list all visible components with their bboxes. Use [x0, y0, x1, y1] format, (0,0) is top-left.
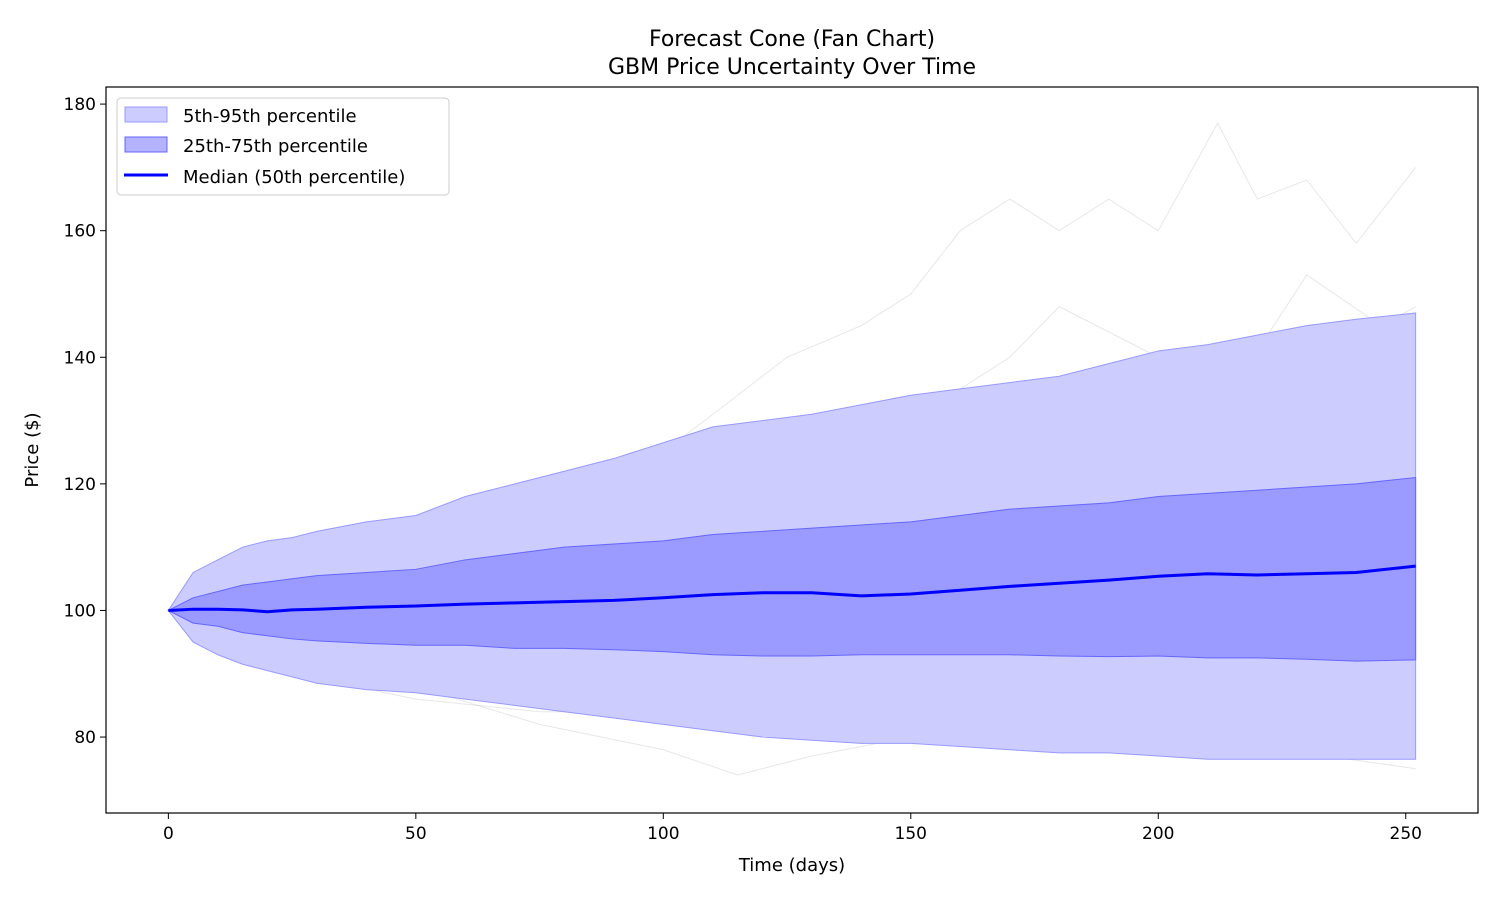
legend: 5th-95th percentile 25th-75th percentile…: [116, 97, 450, 196]
x-tick-label: 150: [895, 824, 927, 844]
x-tick-label: 100: [647, 824, 679, 844]
legend-swatch-inner-band: [124, 136, 168, 153]
plot-frame: [105, 86, 1479, 814]
x-tick-label: 200: [1142, 824, 1174, 844]
legend-label-inner-band: 25th-75th percentile: [183, 136, 368, 157]
legend-label-median: Median (50th percentile): [183, 167, 405, 188]
percentile-bands: [167, 312, 1417, 760]
chart-subtitle: GBM Price Uncertainty Over Time: [608, 55, 976, 80]
x-tick-label: 250: [1390, 824, 1422, 844]
legend-frame: [116, 97, 450, 196]
y-tick-label: 120: [64, 475, 96, 495]
y-tick-label: 100: [64, 601, 96, 621]
chart-title: Forecast Cone (Fan Chart): [649, 27, 935, 52]
x-axis-label: Time (days): [738, 855, 845, 876]
y-tick-label: 80: [74, 728, 96, 748]
legend-swatch-outer-band: [124, 106, 168, 123]
y-tick-label: 160: [64, 222, 96, 242]
median-line: [168, 564, 1416, 614]
y-axis-label: Price ($): [22, 412, 43, 487]
x-tick-label: 50: [405, 824, 427, 844]
y-tick-label: 180: [64, 95, 96, 115]
x-tick-label: 0: [163, 824, 174, 844]
axes: 0 50 100 150 200 250 80 100 120 140 160 180: [64, 86, 1479, 844]
band-25th-75th: [167, 476, 1417, 662]
legend-label-outer-band: 5th-95th percentile: [183, 106, 357, 127]
y-tick-label: 140: [64, 348, 96, 368]
